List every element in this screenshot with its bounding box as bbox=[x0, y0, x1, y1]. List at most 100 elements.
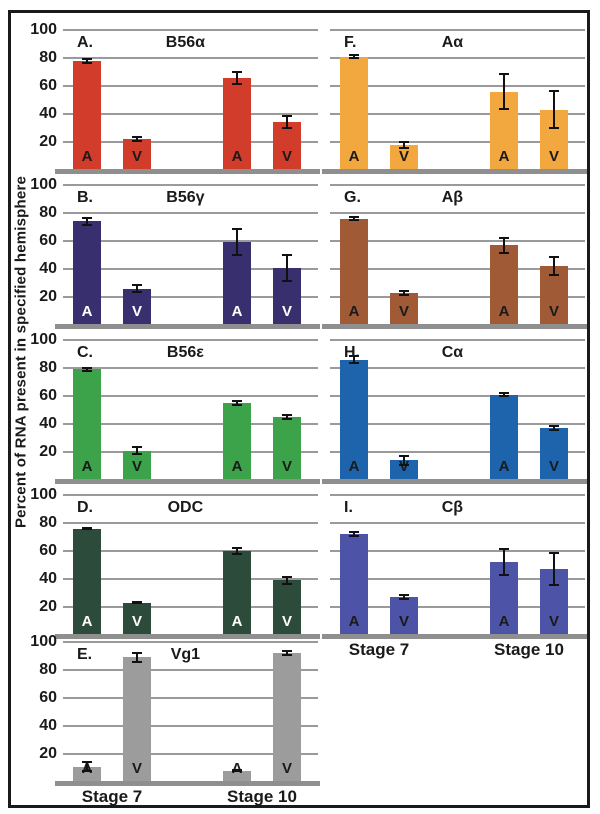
error-bar bbox=[282, 650, 292, 656]
y-tick-label: 20 bbox=[39, 133, 57, 150]
gridline bbox=[63, 451, 318, 453]
error-bar bbox=[82, 217, 92, 226]
panel-letter: F. bbox=[344, 34, 357, 51]
error-bar bbox=[232, 546, 242, 556]
gridline bbox=[330, 395, 585, 397]
error-bar-line bbox=[286, 115, 288, 130]
gridline bbox=[63, 85, 318, 87]
bar bbox=[340, 359, 368, 480]
gridline bbox=[330, 550, 585, 552]
gridline bbox=[330, 296, 585, 298]
error-bar-line bbox=[503, 548, 505, 577]
bar-label: V bbox=[281, 303, 292, 320]
gridline bbox=[63, 212, 318, 214]
y-tick-label: 20 bbox=[39, 598, 57, 615]
x-axis-baseline bbox=[322, 169, 587, 174]
gridline bbox=[63, 296, 318, 298]
bar-label: V bbox=[398, 458, 409, 475]
bar bbox=[123, 602, 151, 635]
error-bar-line bbox=[136, 651, 138, 663]
bar-label: A bbox=[81, 148, 93, 165]
bar-label: A bbox=[348, 148, 360, 165]
error-bar bbox=[232, 228, 242, 257]
bar-label: V bbox=[398, 303, 409, 320]
error-bar bbox=[232, 400, 242, 406]
error-bar-line bbox=[86, 527, 88, 530]
bar bbox=[490, 394, 518, 480]
gridline bbox=[63, 184, 318, 186]
bar-label: V bbox=[131, 458, 142, 475]
bar bbox=[390, 292, 418, 325]
bar bbox=[123, 139, 151, 170]
y-tick-label: 40 bbox=[39, 260, 57, 277]
panel-title: Vg1 bbox=[170, 646, 201, 663]
y-tick-label: 40 bbox=[39, 570, 57, 587]
gridline bbox=[63, 367, 318, 369]
bar-label: A bbox=[81, 613, 93, 630]
y-tick-label: 20 bbox=[39, 443, 57, 460]
gridline bbox=[63, 339, 318, 341]
bar-label: V bbox=[281, 148, 292, 165]
panel-title: ODC bbox=[167, 499, 204, 516]
y-tick-label: 100 bbox=[30, 21, 57, 38]
gridline bbox=[330, 85, 585, 87]
gridline bbox=[63, 268, 318, 270]
gridline bbox=[63, 641, 318, 643]
error-bar bbox=[132, 601, 142, 605]
error-bar-line bbox=[503, 73, 505, 110]
bar-label: V bbox=[548, 613, 559, 630]
bar bbox=[390, 144, 418, 170]
error-bar-line bbox=[136, 446, 138, 455]
bar-label: V bbox=[281, 458, 292, 475]
error-bar-line bbox=[553, 552, 555, 586]
gridline bbox=[63, 550, 318, 552]
bar bbox=[73, 60, 101, 170]
bar bbox=[123, 450, 151, 480]
bar bbox=[273, 653, 301, 782]
error-bar bbox=[549, 425, 559, 431]
y-axis-label: Percent of RNA present in specified hemi… bbox=[12, 175, 30, 529]
y-tick-label: 20 bbox=[39, 745, 57, 762]
x-axis-baseline bbox=[55, 169, 320, 174]
x-axis-baseline bbox=[322, 479, 587, 484]
bar-label: A bbox=[498, 303, 510, 320]
error-bar-line bbox=[286, 576, 288, 585]
y-tick-label: 80 bbox=[39, 359, 57, 376]
bar-label: V bbox=[281, 613, 292, 630]
gridline bbox=[330, 367, 585, 369]
y-tick-label: 80 bbox=[39, 514, 57, 531]
error-bar-line bbox=[353, 531, 355, 537]
bar-label: A bbox=[498, 613, 510, 630]
gridline bbox=[330, 184, 585, 186]
error-bar bbox=[499, 391, 509, 398]
bar-label: V bbox=[548, 303, 559, 320]
bar bbox=[73, 369, 101, 480]
error-bar bbox=[82, 527, 92, 530]
panel-letter: B. bbox=[77, 189, 93, 206]
gridline bbox=[330, 268, 585, 270]
error-bar-line bbox=[236, 70, 238, 85]
error-bar bbox=[549, 256, 559, 276]
panel-letter: C. bbox=[77, 344, 93, 361]
error-bar bbox=[132, 136, 142, 142]
error-bar-line bbox=[353, 355, 355, 364]
bar bbox=[73, 221, 101, 325]
gridline bbox=[330, 29, 585, 31]
error-bar-line bbox=[403, 140, 405, 149]
gridline bbox=[63, 113, 318, 115]
error-bar bbox=[399, 454, 409, 466]
gridline bbox=[63, 141, 318, 143]
error-bar-line bbox=[286, 414, 288, 420]
gridline bbox=[63, 494, 318, 496]
error-bar bbox=[499, 73, 509, 110]
error-bar bbox=[399, 594, 409, 600]
bar bbox=[340, 56, 368, 170]
y-tick-label: 40 bbox=[39, 717, 57, 734]
error-bar-line bbox=[236, 769, 238, 773]
error-bar-line bbox=[286, 650, 288, 656]
bar bbox=[273, 122, 301, 170]
y-tick-label: 100 bbox=[30, 176, 57, 193]
bar-label: A bbox=[231, 458, 243, 475]
error-bar bbox=[282, 576, 292, 585]
